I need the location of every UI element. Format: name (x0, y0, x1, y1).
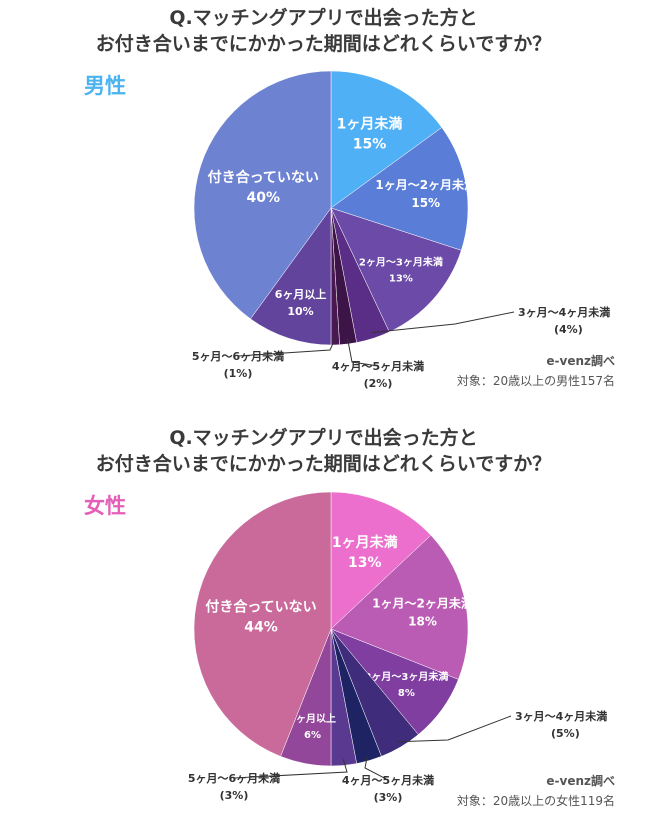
pie-slice (330, 127, 469, 251)
slice-label: 付き合っていない (205, 599, 316, 616)
question-title-line2: お付き合いまでにかかった期間はどれくらいですか？ (95, 33, 552, 55)
leader-line (346, 337, 379, 367)
slice-value: (3%) (220, 789, 249, 802)
slice-value: 18% (408, 615, 437, 629)
slice-value: 8% (398, 688, 415, 699)
leader-line (233, 759, 348, 779)
pie-slice (250, 207, 332, 346)
slice-label: 5ヶ月〜6ヶ月未満 (188, 771, 280, 785)
slice-value: (2%) (364, 377, 393, 390)
female-chart-panel: Q.マッチングアプリで出会った方と お付き合いまでにかかった期間はどれくらいです… (0, 420, 647, 830)
slice-label: 1ヶ月未満 (332, 534, 398, 551)
source-credit: e-venz調べ (546, 354, 615, 368)
leader-line (364, 754, 389, 781)
pie-slice (193, 70, 332, 320)
slice-label: 4ヶ月〜5ヶ月未満 (332, 359, 424, 373)
male-pie-chart: 1ヶ月未満 15% 1ヶ月〜2ヶ月未満 15% 2ヶ月〜3ヶ月未満 13% 3ヶ月〜4ヶ月未… (192, 70, 610, 390)
slice-label: 6ヶ月以上 (275, 287, 327, 301)
slice-label: 5ヶ月〜6ヶ月未満 (192, 349, 284, 363)
slice-label: 1ヶ月〜2ヶ月未満 (372, 596, 473, 611)
pie-slice (193, 491, 332, 757)
slice-label: 2ヶ月〜3ヶ月未満 (359, 256, 443, 269)
survey-target: 対象：20歳以上の男性157名 (456, 374, 615, 388)
slice-label: 3ヶ月〜4ヶ月未満 (518, 305, 610, 319)
slice-value: (5%) (551, 727, 580, 740)
slice-value: (4%) (554, 323, 583, 336)
question-title-line2: お付き合いまでにかかった期間はどれくらいですか？ (95, 453, 552, 475)
slice-value: (1%) (224, 367, 253, 380)
gender-label-female: 女性 (84, 494, 126, 518)
slice-value: 44% (244, 620, 278, 636)
slice-label: 3ヶ月〜4ヶ月未満 (515, 709, 607, 723)
gender-label-male: 男性 (84, 74, 126, 98)
slice-label: 4ヶ月〜5ヶ月未満 (342, 773, 434, 787)
leader-line (371, 311, 515, 334)
leader-line (397, 715, 512, 743)
pie-slice (330, 491, 432, 630)
slice-value: 15% (411, 196, 440, 210)
slice-value: 15% (353, 136, 387, 152)
slice-label: 6ヶ月以上 (289, 712, 336, 725)
slice-value: 13% (348, 555, 382, 571)
slice-value: (3%) (374, 791, 403, 804)
survey-target: 対象：20歳以上の女性119名 (456, 794, 615, 808)
slice-label: 2ヶ月〜3ヶ月未満 (364, 670, 448, 683)
pie-slice (330, 534, 469, 680)
leader-line (237, 338, 336, 357)
pie-slice (330, 70, 443, 209)
slice-value: 10% (287, 305, 313, 318)
slice-label: 1ヶ月〜2ヶ月未満 (375, 177, 476, 192)
slice-label: 1ヶ月未満 (337, 115, 403, 132)
slice-value: 40% (246, 190, 280, 206)
male-chart-panel: Q.マッチングアプリで出会った方と お付き合いまでにかかった期間はどれくらいです… (0, 0, 647, 410)
female-pie-chart: 1ヶ月未満 13% 1ヶ月〜2ヶ月未満 18% 2ヶ月〜3ヶ月未満 8% 3ヶ月〜4ヶ月未満… (188, 491, 607, 804)
question-title-line1: Q.マッチングアプリで出会った方と (169, 7, 478, 29)
pie-slice (330, 207, 462, 333)
source-credit: e-venz調べ (546, 774, 615, 788)
slice-value: 13% (389, 274, 413, 285)
slice-label: 付き合っていない (208, 169, 319, 186)
slice-value: 6% (304, 730, 321, 741)
question-title-line1: Q.マッチングアプリで出会った方と (169, 427, 478, 449)
